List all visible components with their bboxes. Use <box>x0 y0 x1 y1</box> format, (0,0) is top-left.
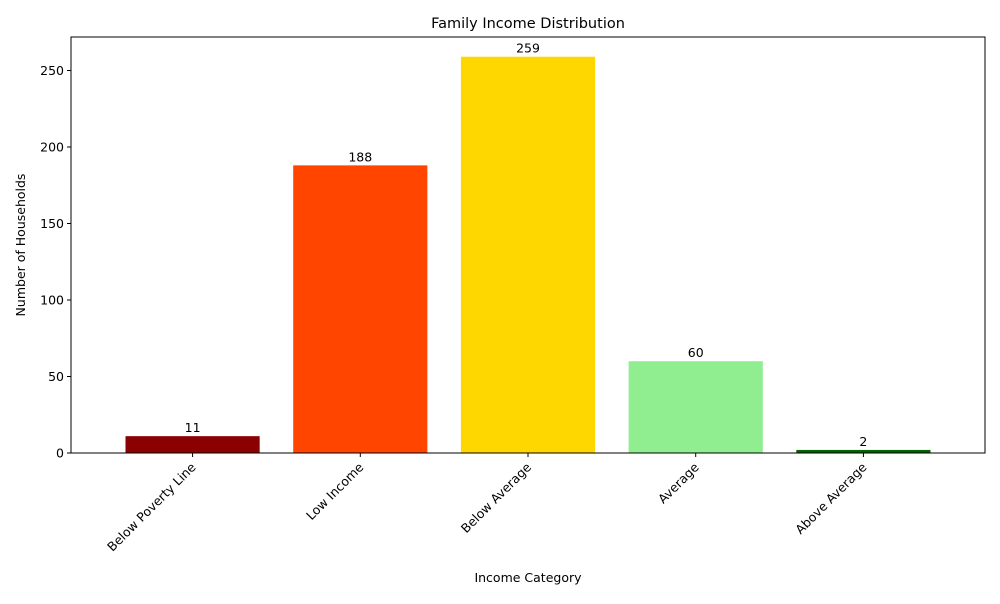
y-axis-label: Number of Households <box>13 174 28 317</box>
bar <box>796 449 931 453</box>
bar-value-label: 2 <box>859 434 867 449</box>
x-tick-label: Below Average <box>458 459 535 536</box>
y-tick-label: 200 <box>40 140 64 155</box>
bar-value-label: 60 <box>688 345 704 360</box>
chart-title: Family Income Distribution <box>431 16 625 32</box>
y-tick-label: 0 <box>56 446 64 461</box>
y-tick-label: 250 <box>40 63 64 78</box>
y-tick-label: 50 <box>48 369 64 384</box>
bar-value-label: 259 <box>516 41 540 56</box>
x-tick-label: Above Average <box>792 459 870 537</box>
x-axis-label: Income Category <box>474 570 582 585</box>
bar-value-label: 188 <box>348 149 372 164</box>
bar <box>460 56 596 454</box>
bar <box>628 361 763 453</box>
bar <box>293 165 428 454</box>
x-tick-label: Average <box>655 459 702 506</box>
bar-value-label: 11 <box>185 420 201 435</box>
x-tick-label: Low Income <box>303 459 367 523</box>
x-tick-label: Below Poverty Line <box>104 459 199 554</box>
y-tick-label: 100 <box>40 293 64 308</box>
plot-area: 11 188 259 60 2 0 50 100 150 200 250 Below Poverty … <box>40 36 986 554</box>
y-tick-label: 150 <box>40 216 64 231</box>
bar <box>125 436 260 453</box>
